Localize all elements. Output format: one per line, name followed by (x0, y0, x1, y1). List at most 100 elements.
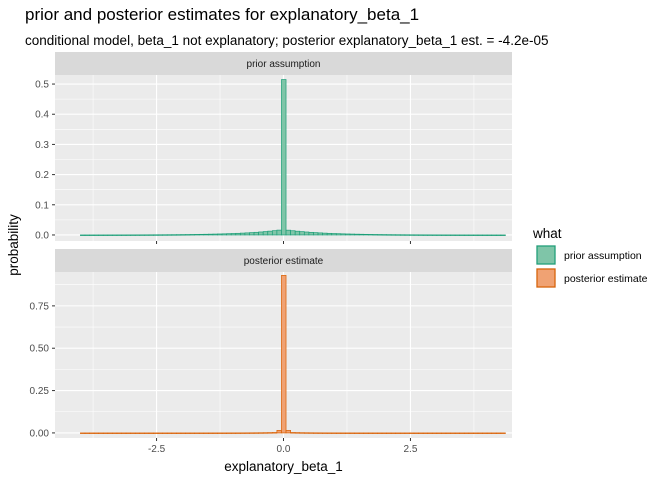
histogram-bar (185, 234, 191, 236)
histogram-bar (221, 432, 227, 434)
histogram-bar (399, 432, 406, 434)
histogram-bar (125, 234, 132, 236)
facet-strip-label-posterior: posterior estimate (244, 256, 324, 267)
histogram-bar (441, 234, 447, 236)
histogram-bar (294, 432, 301, 434)
histogram-bar (427, 234, 433, 236)
histogram-bar (290, 432, 296, 434)
x-axis-title: explanatory_beta_1 (224, 459, 343, 474)
histogram-bar (317, 232, 323, 236)
histogram-bar (381, 234, 387, 236)
histogram-bar (463, 234, 470, 236)
facet-strip-prior (55, 52, 512, 75)
histogram-bar (98, 432, 104, 434)
histogram-bar (299, 432, 305, 434)
histogram-bar (148, 234, 154, 236)
histogram-bar (386, 432, 392, 434)
chart-title: prior and posterior estimates for explan… (25, 5, 420, 24)
histogram-bar (445, 432, 451, 434)
histogram-bar (267, 230, 273, 236)
histogram-bar (180, 432, 186, 434)
histogram-bar (486, 432, 493, 434)
histogram-bar (482, 432, 488, 434)
histogram-bar (313, 232, 319, 236)
histogram-bar (473, 234, 479, 236)
x-tick-label: -2.5 (148, 444, 166, 455)
histogram-bar (422, 432, 429, 434)
histogram-bar (500, 432, 506, 434)
histogram-bar (399, 234, 406, 236)
histogram-bar (491, 432, 497, 434)
histogram-bar (427, 432, 433, 434)
histogram-bar (89, 234, 95, 236)
histogram-bar (459, 234, 465, 236)
histogram-bar (144, 234, 150, 236)
histogram-bar (235, 232, 241, 236)
histogram-bar (116, 234, 122, 236)
histogram-bar (495, 234, 502, 236)
y-tick-label: 0.4 (35, 110, 49, 121)
legend-title: what (532, 226, 562, 241)
histogram-bar (217, 432, 223, 434)
histogram-bar (125, 432, 132, 434)
histogram-bar (93, 234, 100, 236)
histogram-bar (463, 432, 470, 434)
histogram-bar (194, 432, 200, 434)
histogram-bar (495, 432, 502, 434)
histogram-bar (80, 432, 86, 434)
histogram-bar (130, 234, 136, 236)
histogram-bar (317, 432, 323, 434)
histogram-bar (299, 231, 305, 236)
legend-key-swatch (536, 268, 556, 288)
histogram-bar (303, 231, 310, 236)
y-tick-label: 0.5 (35, 80, 49, 91)
histogram-bar (134, 432, 141, 434)
histogram-bar (450, 432, 456, 434)
histogram-bar (390, 234, 397, 236)
histogram-bar (358, 233, 365, 236)
histogram-bar (176, 234, 182, 236)
histogram-bar (486, 234, 493, 236)
histogram-bar (345, 432, 351, 434)
histogram-bar (107, 234, 113, 236)
histogram-bar (185, 432, 191, 434)
histogram-bar (418, 234, 424, 236)
histogram-bar (98, 234, 104, 236)
histogram-bar (244, 232, 250, 236)
histogram-bar (139, 432, 145, 434)
histogram-bar (454, 234, 461, 236)
histogram-bar (413, 432, 419, 434)
y-tick-label: 0.25 (30, 386, 50, 397)
histogram-bar (281, 79, 287, 236)
histogram-bar (153, 234, 159, 236)
histogram-bar (102, 432, 109, 434)
histogram-bar (157, 234, 163, 236)
histogram-bar (326, 232, 333, 236)
histogram-bar (491, 234, 497, 236)
histogram-bar (230, 233, 237, 236)
histogram-bar (445, 234, 451, 236)
histogram-bar (226, 432, 232, 434)
histogram-bar (93, 432, 100, 434)
histogram-bar (217, 233, 223, 236)
histogram-bar (326, 432, 333, 434)
histogram-bar (436, 234, 442, 236)
histogram-bar (112, 234, 118, 236)
histogram-bar (345, 233, 351, 236)
histogram-bar (363, 432, 369, 434)
histogram-bar (477, 234, 483, 236)
histogram-bar (112, 432, 118, 434)
histogram-bar (203, 432, 209, 434)
histogram-bar (89, 432, 95, 434)
y-tick-label: 0.1 (35, 200, 49, 211)
histogram-bar (162, 234, 168, 236)
histogram-bar (267, 432, 273, 434)
histogram-bar (459, 432, 465, 434)
histogram-bar (166, 432, 173, 434)
histogram-bar (176, 432, 182, 434)
y-tick-label: 0.3 (35, 140, 49, 151)
histogram-bar (116, 432, 122, 434)
histogram-bar (413, 234, 419, 236)
x-tick-label: 2.5 (403, 444, 417, 455)
facet-strip-posterior (55, 249, 512, 272)
